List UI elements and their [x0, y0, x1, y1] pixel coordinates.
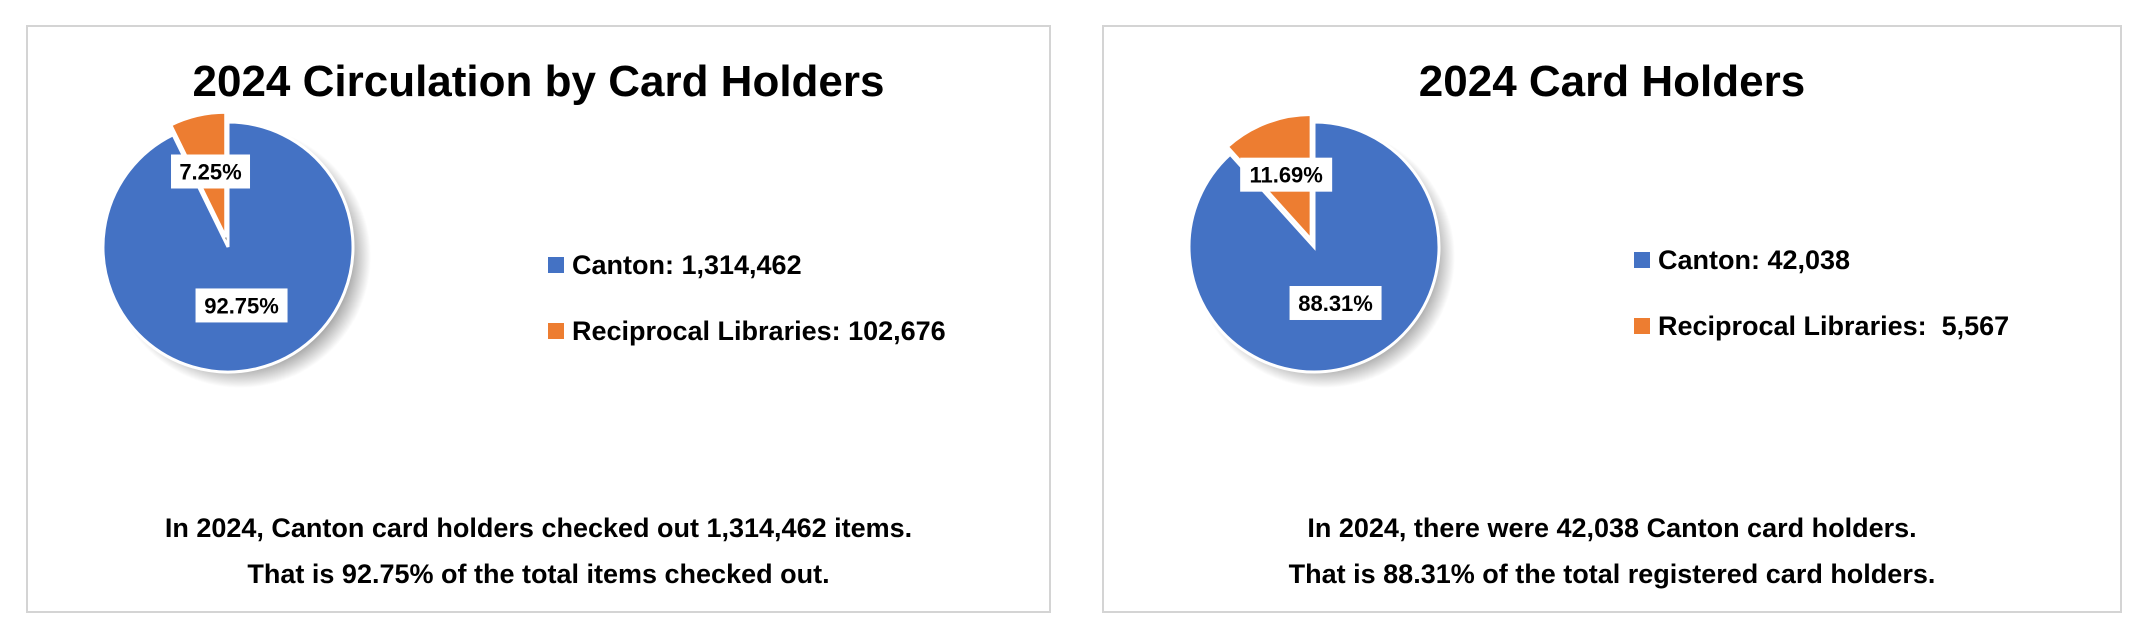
legend-swatch-reciprocal — [1634, 318, 1650, 334]
pie-label-text: 92.75% — [204, 293, 279, 318]
caption-line: In 2024, there were 42,038 Canton card h… — [1307, 513, 1917, 543]
pie-label-canton: 88.31% — [1289, 285, 1382, 320]
pie-slice-canton — [101, 120, 355, 374]
legend-swatch-canton — [548, 257, 564, 273]
pie-label-reciprocal: 11.69% — [1240, 157, 1333, 192]
legend-item-canton: Canton: 1,314,462 — [548, 247, 946, 283]
pie-label-box — [1289, 285, 1382, 320]
pie-label-box — [171, 154, 251, 189]
chart-panel-circulation: 2024 Circulation by Card Holders 92.75% 7… — [26, 25, 1051, 613]
chart-caption: In 2024, Canton card holders checked out… — [28, 505, 1049, 597]
legend-swatch-reciprocal — [548, 323, 564, 339]
chart-panel-card-holders: 2024 Card Holders 88.31% 11.69% Canton: 4… — [1102, 25, 2122, 613]
chart-title: 2024 Card Holders — [1418, 57, 1806, 106]
caption-line: In 2024, Canton card holders checked out… — [164, 513, 913, 543]
legend: Canton: 42,038 Reciprocal Libraries: 5,5… — [1634, 242, 2009, 374]
pie-label-text: 11.69% — [1249, 163, 1322, 188]
pie-chart: 92.75% 7.25% — [101, 110, 371, 388]
legend-label: Reciprocal Libraries: 102,676 — [572, 315, 946, 346]
pie-label-box — [1240, 157, 1333, 192]
pie-label-canton: 92.75% — [195, 288, 288, 323]
pie-label-text: 7.25% — [179, 159, 241, 184]
legend-label: Reciprocal Libraries: 5,567 — [1658, 310, 2010, 341]
legend: Canton: 1,314,462 Reciprocal Libraries: … — [548, 247, 946, 379]
pie-label-text: 88.31% — [1298, 291, 1373, 316]
chart-title: 2024 Circulation by Card Holders — [192, 57, 885, 106]
pie-label-reciprocal: 7.25% — [171, 154, 251, 189]
legend-label: Canton: 42,038 — [1658, 244, 1851, 275]
caption-line: That is 88.31% of the total registered c… — [1288, 559, 1936, 589]
pie-chart: 88.31% 11.69% — [1187, 113, 1455, 388]
legend-item-reciprocal: Reciprocal Libraries: 102,676 — [548, 313, 946, 349]
legend-item-canton: Canton: 42,038 — [1634, 242, 2009, 278]
legend-swatch-canton — [1634, 252, 1650, 268]
chart-caption: In 2024, there were 42,038 Canton card h… — [1104, 505, 2120, 597]
legend-label: Canton: 1,314,462 — [572, 249, 802, 280]
pie-label-box — [195, 288, 288, 323]
legend-item-reciprocal: Reciprocal Libraries: 5,567 — [1634, 308, 2009, 344]
caption-line: That is 92.75% of the total items checke… — [247, 559, 830, 589]
